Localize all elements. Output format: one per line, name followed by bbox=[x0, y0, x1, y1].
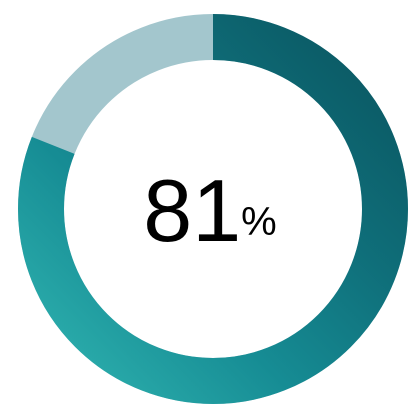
center-label: 81% bbox=[143, 161, 276, 260]
unit-label: % bbox=[241, 200, 277, 244]
value-label: 81 bbox=[143, 161, 241, 260]
ring bbox=[18, 14, 408, 404]
progress-arc bbox=[18, 14, 408, 404]
